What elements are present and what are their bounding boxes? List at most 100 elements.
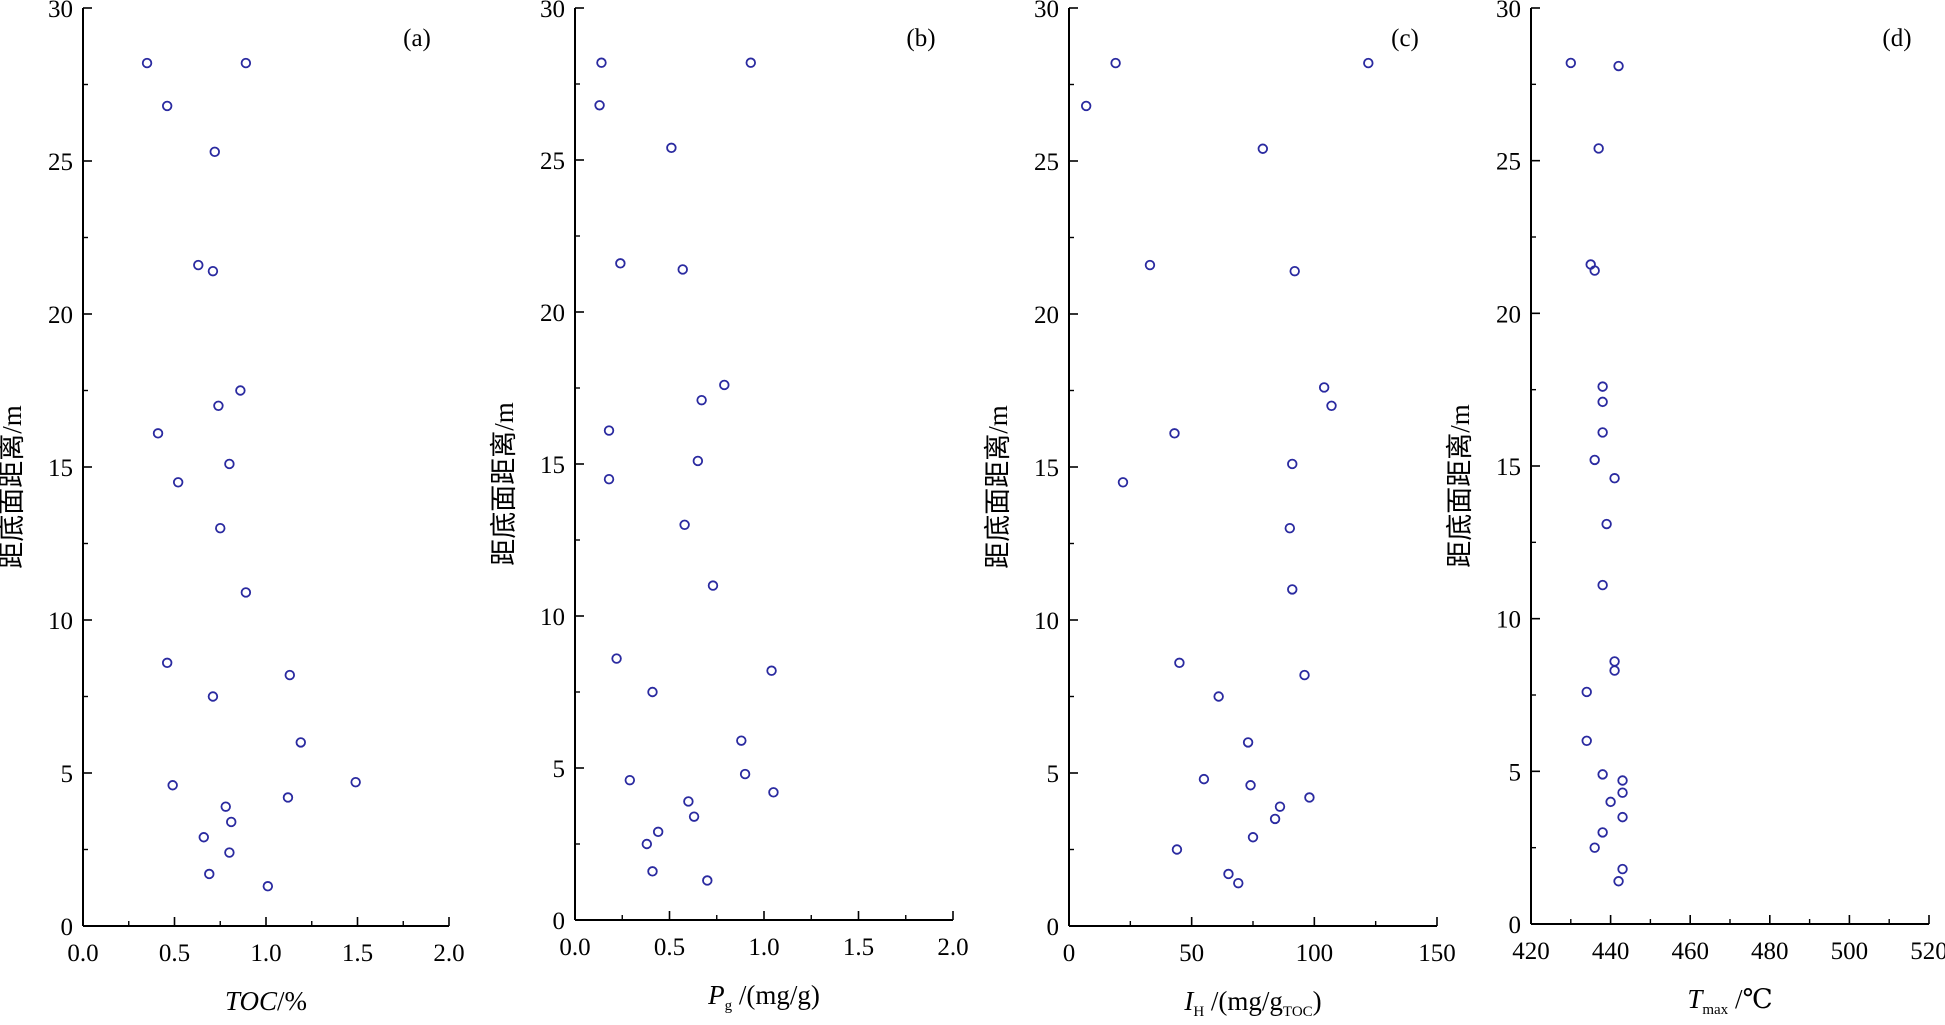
panel-a: 0 5 10 15 20 25 30 0.0 0.5 1.0 1.5 2.0 (a) 距底面距离/m TOC… [0, 0, 465, 1016]
x-tick-label: 420 [1512, 938, 1550, 965]
data-point [596, 57, 607, 68]
x-axis-label-subscript: max [1702, 1002, 1728, 1018]
data-point [666, 142, 677, 154]
data-point [1617, 811, 1628, 823]
x-tick-label: 50 [1179, 940, 1204, 967]
data-point [240, 57, 252, 69]
y-tick-label: 20 [1496, 301, 1521, 328]
data-point [1233, 877, 1244, 889]
data-point [1247, 832, 1259, 843]
data-point [736, 735, 747, 746]
data-point [1257, 143, 1269, 154]
panel-d: 0 5 10 15 20 25 30 420 440 460 480 500 520 (d) 距底面距离/m… [1445, 0, 1945, 1018]
y-tick-label: 20 [1034, 302, 1059, 329]
x-axis-label: Tmax /℃ [1687, 984, 1772, 1018]
x-axis-label-symbol: T [1687, 984, 1704, 1014]
x-tick-label: 1.5 [342, 940, 373, 967]
data-point [1589, 265, 1600, 276]
data-point [1609, 656, 1620, 667]
y-tick-label: 20 [540, 300, 565, 327]
data-point [1223, 868, 1234, 880]
data-point [768, 787, 779, 798]
y-tick-label: 15 [540, 452, 565, 479]
data-point [1597, 381, 1608, 392]
y-tick-label: 0 [553, 908, 566, 935]
data-point [745, 57, 756, 68]
data-point [1117, 477, 1129, 488]
data-point [167, 780, 178, 791]
data-point [1589, 842, 1600, 853]
data-point [615, 258, 626, 269]
data-point [692, 455, 704, 467]
x-tick-label: 1.5 [843, 934, 874, 961]
data-point [1326, 400, 1337, 412]
data-point [350, 776, 361, 788]
data-point [594, 100, 605, 111]
y-axis-label: 距底面距离/m [1445, 404, 1475, 568]
data-point [719, 379, 730, 391]
x-tick-label: 0.5 [654, 934, 685, 961]
y-tick-label: 15 [1034, 455, 1059, 482]
x-axis-label-end: ) [1313, 986, 1322, 1016]
data-point [1601, 518, 1612, 530]
data-point [696, 394, 707, 406]
data-point [1289, 265, 1300, 277]
data-point [161, 657, 173, 669]
x-tick-label: 100 [1296, 940, 1334, 967]
y-tick-label: 10 [540, 604, 565, 631]
data-point [1613, 876, 1624, 887]
y-tick-label: 5 [553, 756, 566, 783]
data-point [240, 587, 252, 598]
x-axis-label-symbol: P [707, 980, 725, 1010]
data-point [1605, 796, 1616, 808]
y-tick-label: 25 [540, 148, 565, 175]
data-point [1593, 143, 1604, 154]
x-tick-label: 0.0 [67, 940, 98, 967]
data-point [1269, 813, 1281, 825]
panel-tag: (a) [403, 25, 431, 52]
x-tick-label: 2.0 [937, 934, 968, 961]
data-point [1110, 57, 1121, 69]
data-point [1565, 57, 1577, 69]
y-tick-label: 30 [1034, 0, 1059, 23]
data-point [1299, 669, 1310, 681]
data-point [603, 425, 615, 436]
data-point [1613, 60, 1624, 72]
data-point [1144, 259, 1156, 271]
data-point [1284, 523, 1296, 534]
data-point [647, 866, 658, 877]
x-axis-label-unit: /℃ [1728, 984, 1772, 1014]
y-tick-label: 0 [1509, 912, 1522, 939]
data-point [1609, 473, 1620, 484]
data-point [688, 811, 700, 822]
data-point [1581, 735, 1592, 747]
data-point [1597, 396, 1608, 408]
data-point [172, 477, 184, 488]
data-point [1617, 787, 1628, 798]
y-axis-label: 距底面距离/m [0, 405, 27, 569]
data-point [707, 580, 719, 591]
y-tick-label: 25 [1496, 149, 1521, 176]
data-point [1174, 657, 1185, 669]
panel-b: 0 5 10 15 20 25 30 0.0 0.5 1.0 1.5 2.0 (b) 距底面距离/m Pg … [489, 0, 969, 1014]
data-point [1287, 458, 1298, 470]
data-point [1245, 780, 1256, 791]
x-tick-label: 2.0 [433, 940, 464, 967]
data-point [641, 838, 653, 850]
data-point [1287, 584, 1298, 595]
x-tick-label: 1.0 [748, 934, 779, 961]
x-axis-label: TOC/% [225, 986, 307, 1016]
data-point [207, 691, 219, 702]
data-point [1169, 428, 1180, 439]
data-point [1597, 427, 1608, 438]
x-tick-label: 1.0 [250, 940, 281, 967]
data-point [766, 665, 777, 676]
x-axis-label-unit: /% [277, 986, 307, 1016]
x-axis-label-text: TOC [225, 986, 278, 1016]
data-point [1171, 844, 1183, 855]
x-tick-label: 520 [1910, 938, 1945, 965]
y-tick-label: 10 [1034, 608, 1059, 635]
y-tick-label: 30 [48, 0, 73, 23]
